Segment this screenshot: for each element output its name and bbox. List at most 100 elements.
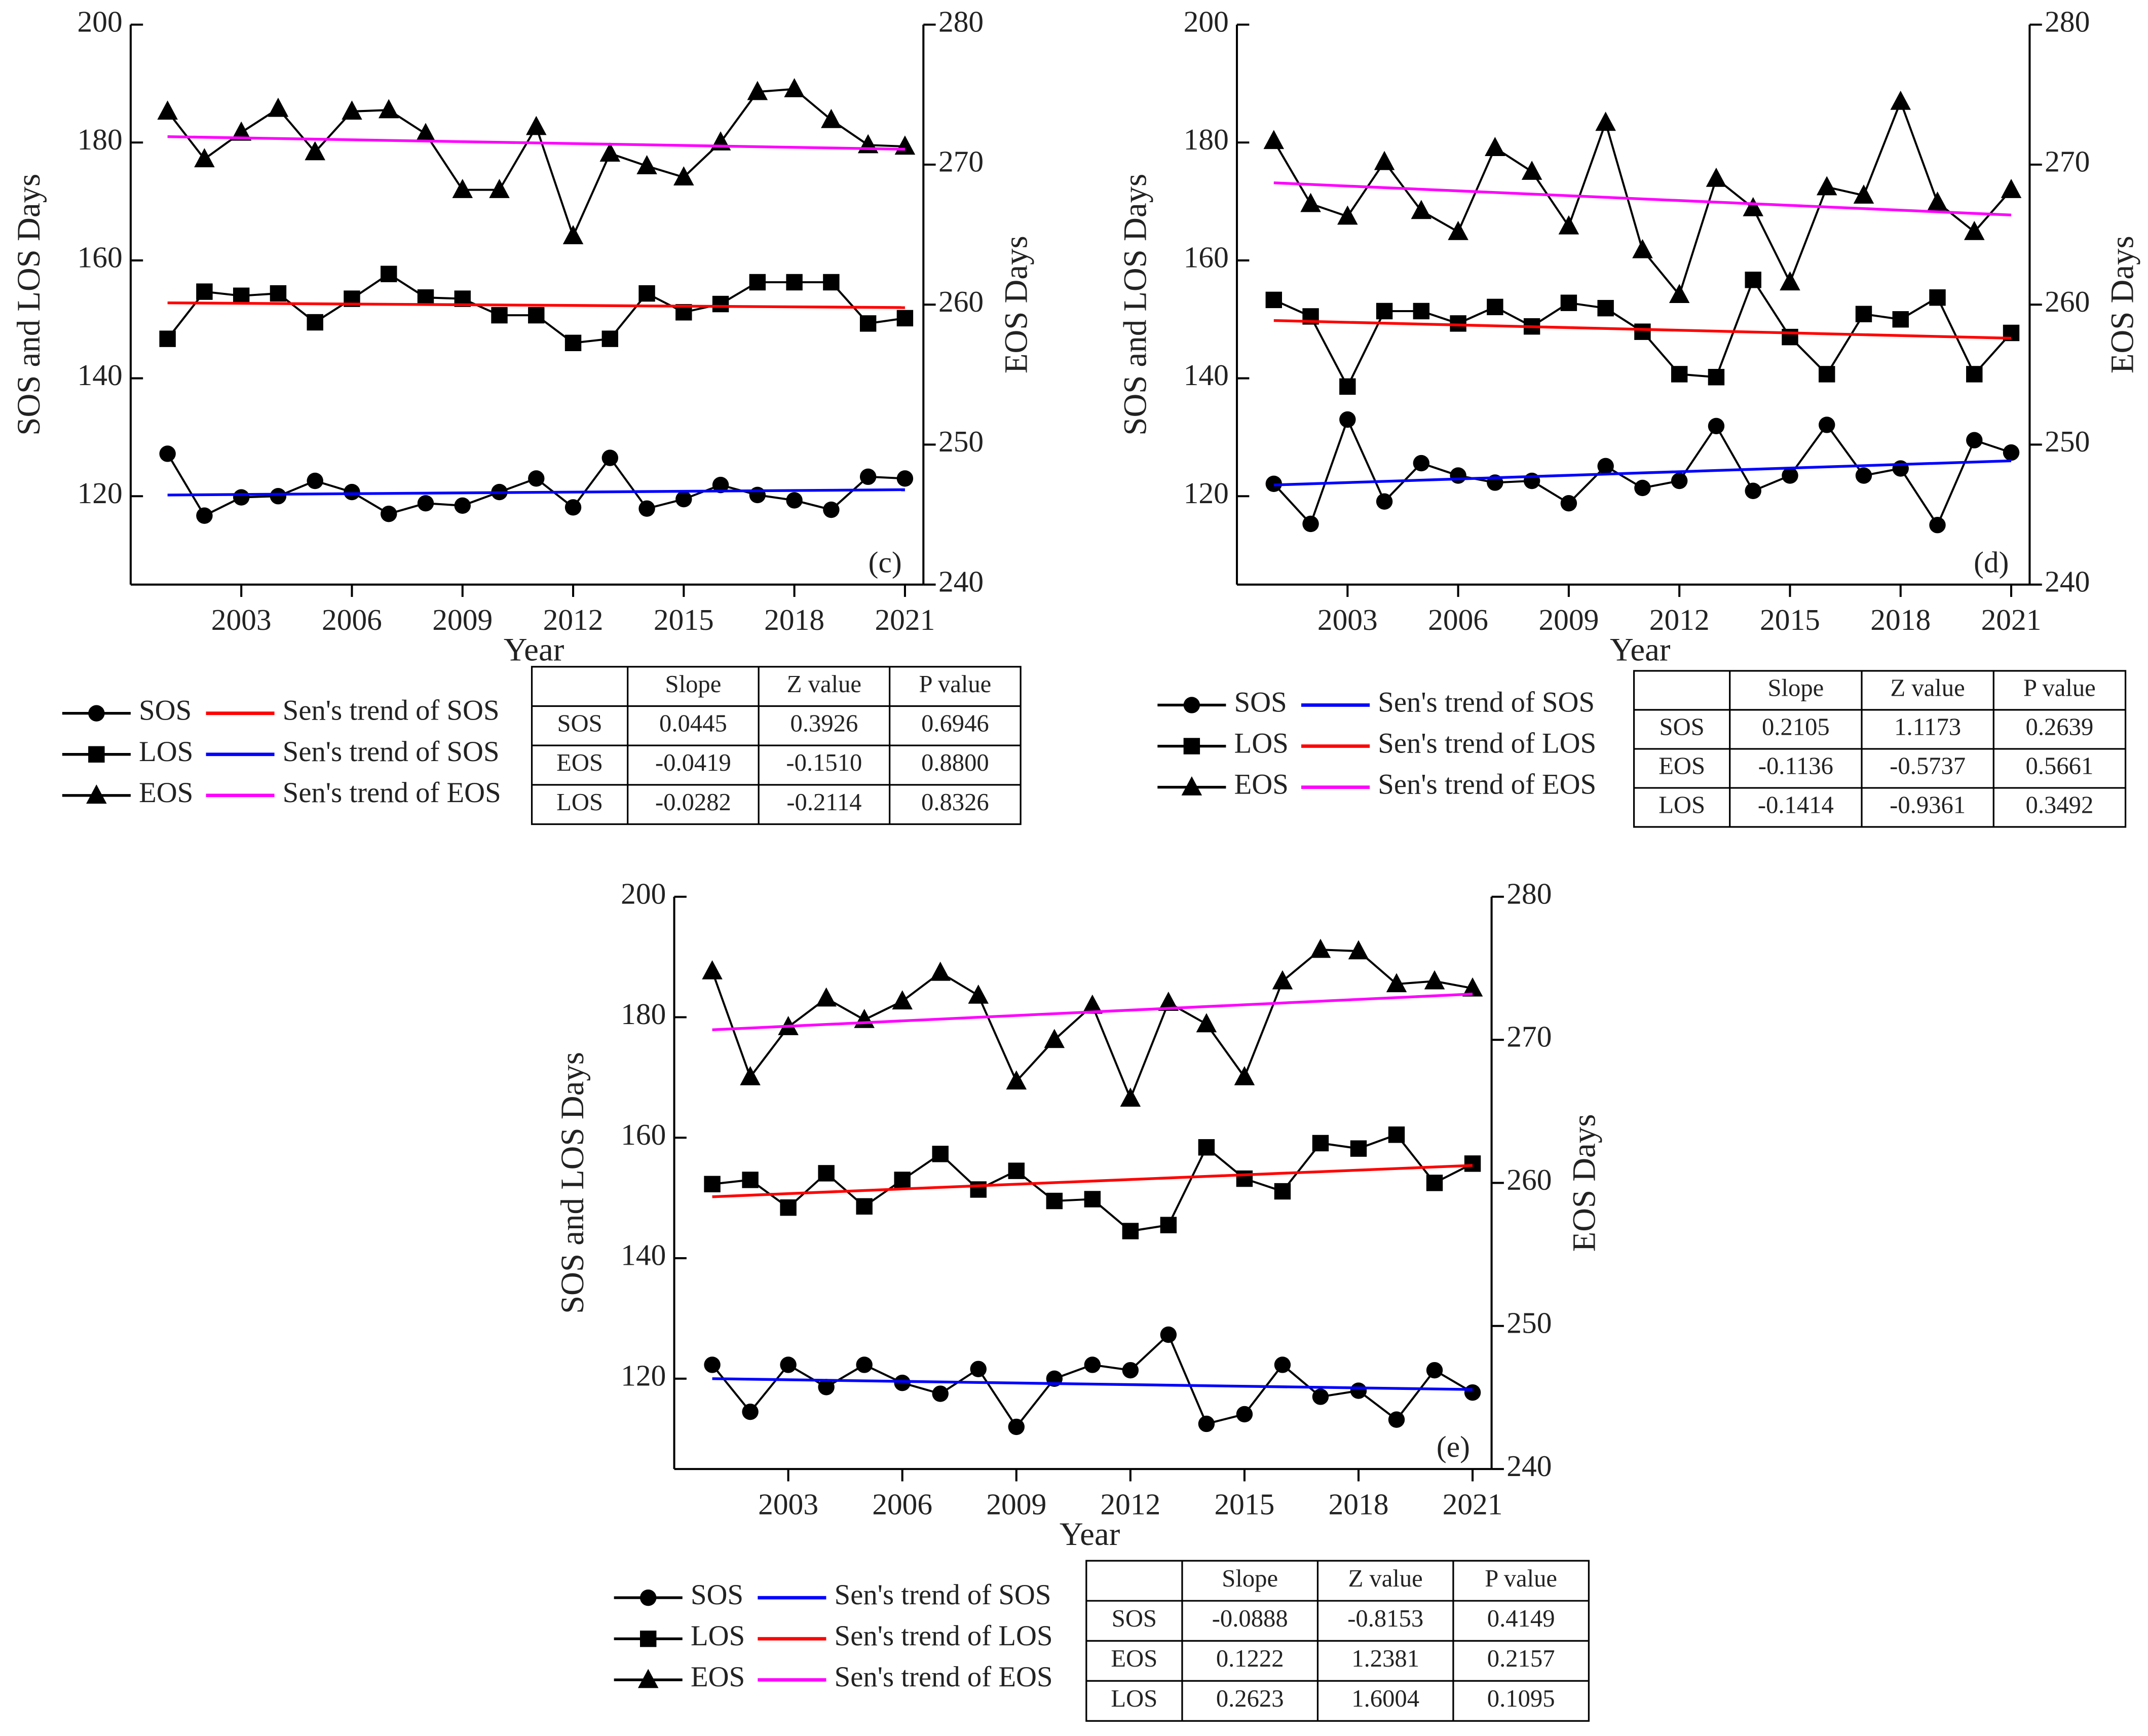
trend-line — [712, 1377, 1473, 1391]
table-cell: SOS — [557, 709, 602, 737]
data-point — [1487, 298, 1503, 316]
x-tick-label: 2003 — [758, 1487, 818, 1521]
y2-axis-title: EOS Days — [2104, 236, 2140, 373]
table-cell: 0.3492 — [2026, 791, 2094, 819]
y2-tick-label: 240 — [2045, 564, 2090, 598]
trend-line — [167, 135, 905, 151]
data-point — [159, 445, 176, 462]
table-header: P value — [2023, 674, 2096, 702]
data-point — [1966, 432, 1983, 448]
data-point — [1708, 418, 1725, 435]
panel-label: (e) — [1437, 1430, 1470, 1463]
data-point — [562, 225, 584, 245]
data-point — [1084, 1356, 1101, 1373]
data-point — [1964, 220, 1985, 240]
table-cell: LOS — [1111, 1685, 1157, 1712]
table-cell: 0.4149 — [1487, 1605, 1555, 1632]
x-tick-label: 2006 — [872, 1487, 932, 1521]
data-point — [417, 289, 434, 306]
y-tick-label: 200 — [78, 5, 123, 38]
data-point — [673, 166, 694, 185]
data-point — [740, 1066, 761, 1085]
table-cell: 0.5661 — [2026, 752, 2094, 780]
legend-label: Sen's trend of SOS — [283, 736, 500, 768]
data-point — [1339, 411, 1356, 428]
x-tick-label: 2018 — [764, 603, 824, 636]
data-point — [675, 490, 692, 508]
table-cell: 0.1222 — [1216, 1645, 1284, 1672]
data-point — [491, 307, 508, 324]
y-tick-label: 160 — [1184, 241, 1229, 274]
data-point — [528, 307, 545, 324]
trend-line — [712, 1164, 1473, 1198]
x-tick-label: 2021 — [1981, 603, 2042, 636]
legend-label: Sen's trend of EOS — [1378, 769, 1596, 801]
data-point — [1350, 1140, 1367, 1157]
data-point — [1008, 1162, 1025, 1179]
data-point — [742, 1172, 759, 1188]
legend-marker — [1183, 738, 1200, 754]
y2-axis-title: EOS Days — [998, 236, 1034, 373]
table-cell: -0.1510 — [786, 749, 862, 776]
data-point — [896, 310, 914, 327]
data-point — [892, 990, 913, 1010]
y2-tick-label: 270 — [2045, 145, 2090, 178]
data-point — [489, 179, 510, 198]
data-point — [1634, 323, 1651, 340]
data-point — [344, 483, 360, 501]
data-point — [1122, 1223, 1139, 1239]
y-axis-title: SOS and LOS Days — [11, 174, 47, 436]
data-point — [1312, 1135, 1329, 1152]
data-point — [601, 449, 619, 466]
y2-tick-label: 260 — [1506, 1163, 1552, 1196]
table-cell: -0.8153 — [1347, 1605, 1423, 1632]
data-point — [1464, 1155, 1481, 1172]
legend-label: SOS — [1234, 686, 1287, 718]
data-point — [786, 274, 803, 291]
table-cell: 0.2157 — [1487, 1645, 1555, 1672]
data-point — [780, 1199, 797, 1216]
data-point — [342, 100, 362, 120]
table-cell: 0.2639 — [2026, 713, 2094, 741]
data-point — [1388, 1126, 1405, 1143]
data-point — [1743, 197, 1763, 216]
data-point — [1816, 176, 1837, 196]
data-point — [857, 134, 879, 154]
legend-marker — [640, 1630, 657, 1647]
data-point — [1196, 1013, 1217, 1033]
table-header: P value — [919, 670, 992, 698]
data-point — [233, 489, 250, 506]
legend-label: EOS — [139, 777, 193, 809]
y-tick-label: 180 — [78, 123, 123, 156]
table-cell: -0.5737 — [1890, 752, 1966, 780]
data-point — [1263, 130, 1285, 149]
legend-label: EOS — [1234, 769, 1289, 801]
data-point — [1339, 378, 1356, 395]
data-point — [1082, 994, 1103, 1014]
data-point — [859, 315, 877, 332]
table-cell: 1.1173 — [1894, 713, 1961, 741]
y2-tick-label: 250 — [1506, 1306, 1552, 1339]
x-tick-label: 2015 — [654, 603, 714, 636]
data-point — [1348, 940, 1369, 960]
data-point — [1386, 973, 1407, 993]
table-cell: -0.0419 — [655, 749, 731, 776]
y-axis-title: SOS and LOS Days — [554, 1052, 591, 1314]
table-cell: EOS — [1111, 1645, 1157, 1672]
data-point — [1892, 311, 1909, 328]
legend-label: Sen's trend of SOS — [1378, 686, 1595, 718]
legend-marker — [1183, 697, 1200, 713]
data-point — [601, 330, 619, 347]
table-cell: -0.9361 — [1890, 791, 1966, 819]
data-point — [1426, 1362, 1443, 1379]
legend-label: Sen's trend of EOS — [835, 1661, 1053, 1693]
legend-marker — [86, 784, 107, 804]
x-tick-label: 2006 — [1428, 603, 1488, 636]
data-point — [157, 100, 178, 120]
data-point — [747, 81, 768, 100]
table-cell: EOS — [556, 749, 603, 776]
data-point — [1450, 467, 1466, 484]
data-point — [704, 1356, 721, 1373]
data-point — [452, 179, 473, 198]
